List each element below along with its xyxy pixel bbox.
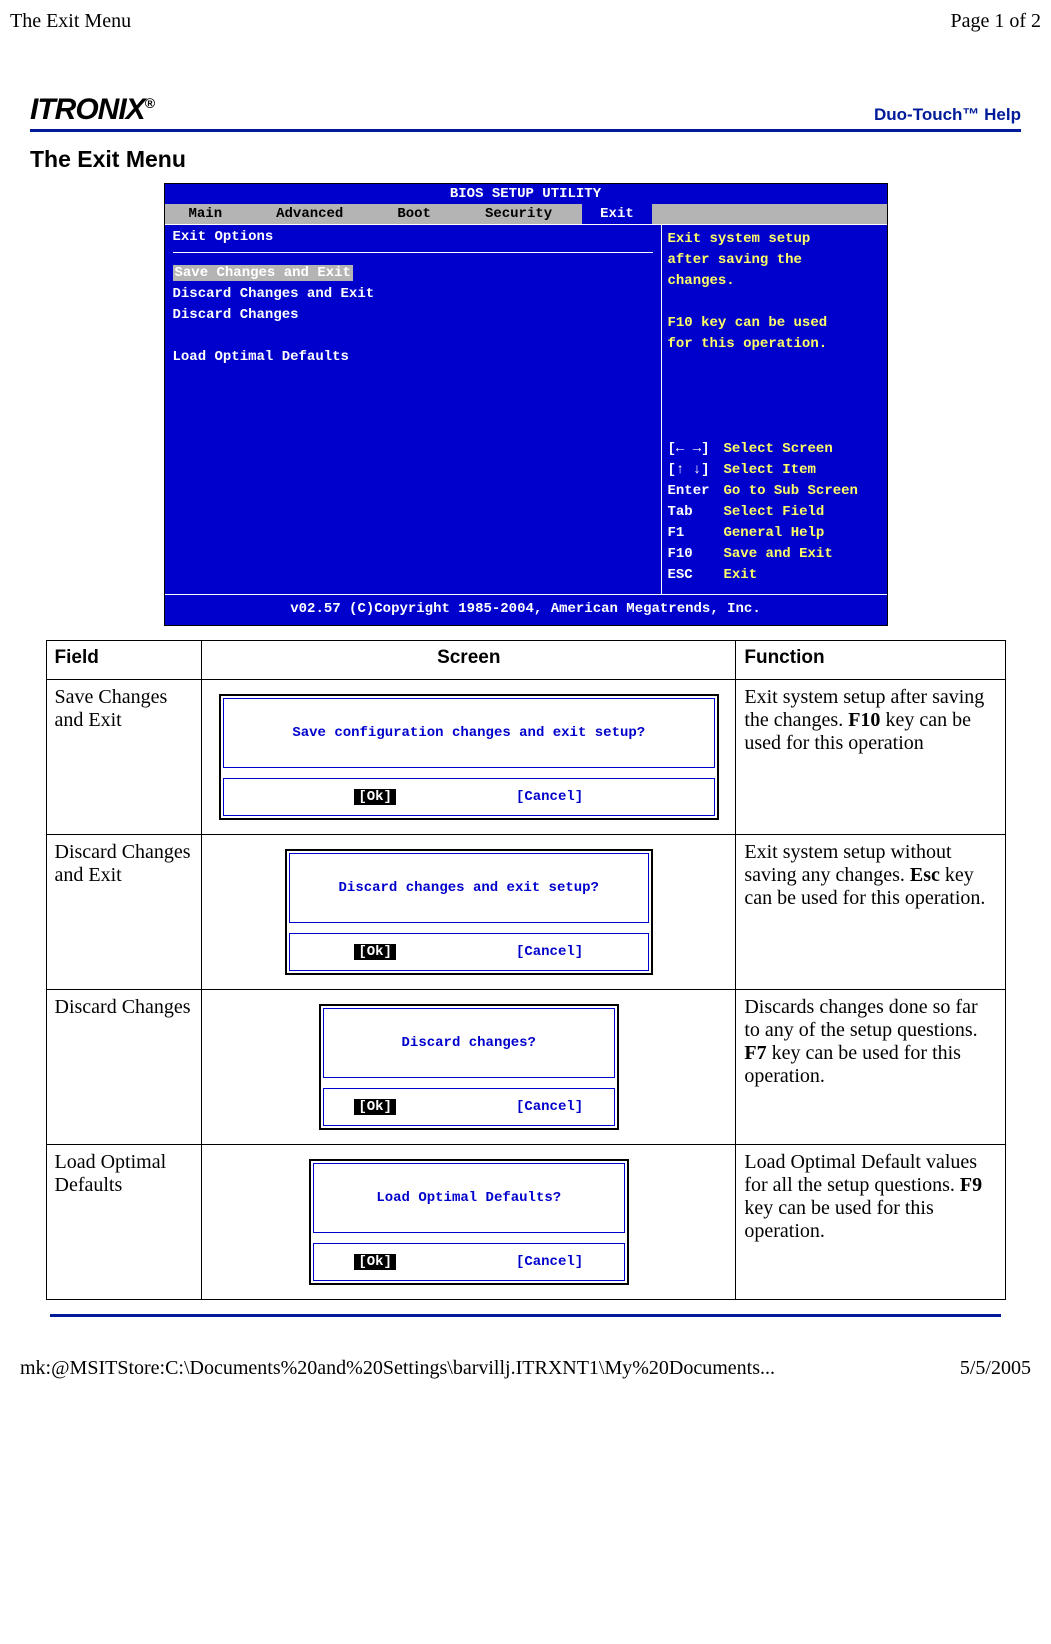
dialog-prompt: Discard changes and exit setup? <box>289 853 649 923</box>
bios-opt-discard: Discard Changes <box>173 305 653 326</box>
bios-tab-boot: Boot <box>373 206 461 222</box>
cancel-button: [Cancel] <box>516 789 583 805</box>
bios-key-help: [← →]Select Screen [↑ ↓]Select Item Ente… <box>668 439 881 586</box>
function-cell: Discards changes done so far to any of t… <box>736 990 1005 1145</box>
table-row: Discard Changes Discard changes? [Ok] [C… <box>46 990 1005 1145</box>
bios-desc-line: Exit system setup <box>668 229 881 250</box>
function-cell: Exit system setup after saving the chang… <box>736 680 1005 835</box>
bios-tab-bar: Main Advanced Boot Security Exit <box>165 204 887 224</box>
bios-tab-advanced: Advanced <box>252 206 373 222</box>
screen-cell: Discard changes and exit setup? [Ok] [Ca… <box>202 835 736 990</box>
bios-opt-discard-exit: Discard Changes and Exit <box>173 284 653 305</box>
screen-cell: Load Optimal Defaults? [Ok] [Cancel] <box>202 1145 736 1300</box>
footer-date: 5/5/2005 <box>960 1357 1031 1380</box>
function-cell: Exit system setup without saving any cha… <box>736 835 1005 990</box>
bios-desc-line: after saving the <box>668 250 881 271</box>
exit-menu-table: Field Screen Function Save Changes and E… <box>46 640 1006 1300</box>
doc-title: The Exit Menu <box>10 10 131 33</box>
table-row: Save Changes and Exit Save configuration… <box>46 680 1005 835</box>
dialog-discard: Discard changes? [Ok] [Cancel] <box>319 1004 619 1130</box>
screen-cell: Save configuration changes and exit setu… <box>202 680 736 835</box>
field-cell: Load Optimal Defaults <box>46 1145 202 1300</box>
cancel-button: [Cancel] <box>516 1099 583 1115</box>
ok-button: [Ok] <box>354 944 396 960</box>
th-field: Field <box>46 641 202 680</box>
ok-button: [Ok] <box>354 789 396 805</box>
bios-left-pane: Exit Options Save Changes and Exit Disca… <box>165 224 662 594</box>
dialog-load-defaults: Load Optimal Defaults? [Ok] [Cancel] <box>309 1159 629 1285</box>
cancel-button: [Cancel] <box>516 1254 583 1270</box>
th-function: Function <box>736 641 1005 680</box>
footer-path: mk:@MSITStore:C:\Documents%20and%20Setti… <box>20 1357 775 1380</box>
brand-logo: ITRONIX® <box>30 93 154 127</box>
bios-copyright: v02.57 (C)Copyright 1985-2004, American … <box>165 594 887 625</box>
bios-desc-line: changes. <box>668 271 881 292</box>
field-cell: Discard Changes and Exit <box>46 835 202 990</box>
bios-title: BIOS SETUP UTILITY <box>165 184 887 204</box>
page-title: The Exit Menu <box>30 146 1021 173</box>
screen-cell: Discard changes? [Ok] [Cancel] <box>202 990 736 1145</box>
table-row: Load Optimal Defaults Load Optimal Defau… <box>46 1145 1005 1300</box>
bios-right-pane: Exit system setup after saving the chang… <box>662 224 887 594</box>
bios-screenshot: BIOS SETUP UTILITY Main Advanced Boot Se… <box>164 183 888 626</box>
field-cell: Save Changes and Exit <box>46 680 202 835</box>
cancel-button: [Cancel] <box>516 944 583 960</box>
help-link[interactable]: Duo-Touch™ Help <box>874 105 1021 127</box>
dialog-discard-exit: Discard changes and exit setup? [Ok] [Ca… <box>285 849 653 975</box>
bios-desc-line: for this operation. <box>668 334 881 355</box>
page-indicator: Page 1 of 2 <box>950 10 1041 33</box>
function-cell: Load Optimal Default values for all the … <box>736 1145 1005 1300</box>
bios-desc-line: F10 key can be used <box>668 313 881 334</box>
th-screen: Screen <box>202 641 736 680</box>
ok-button: [Ok] <box>354 1254 396 1270</box>
bios-opt-save-exit: Save Changes and Exit <box>173 265 353 281</box>
bios-tab-security: Security <box>461 206 582 222</box>
dialog-prompt: Save configuration changes and exit setu… <box>223 698 715 768</box>
bios-tab-exit: Exit <box>582 204 652 224</box>
field-cell: Discard Changes <box>46 990 202 1145</box>
table-row: Discard Changes and Exit Discard changes… <box>46 835 1005 990</box>
dialog-prompt: Load Optimal Defaults? <box>313 1163 625 1233</box>
bios-opt-load-defaults: Load Optimal Defaults <box>173 347 653 368</box>
dialog-prompt: Discard changes? <box>323 1008 615 1078</box>
bios-left-heading: Exit Options <box>173 227 653 248</box>
ok-button: [Ok] <box>354 1099 396 1115</box>
bios-tab-main: Main <box>165 206 253 222</box>
divider <box>50 1314 1001 1317</box>
dialog-save-exit: Save configuration changes and exit setu… <box>219 694 719 820</box>
